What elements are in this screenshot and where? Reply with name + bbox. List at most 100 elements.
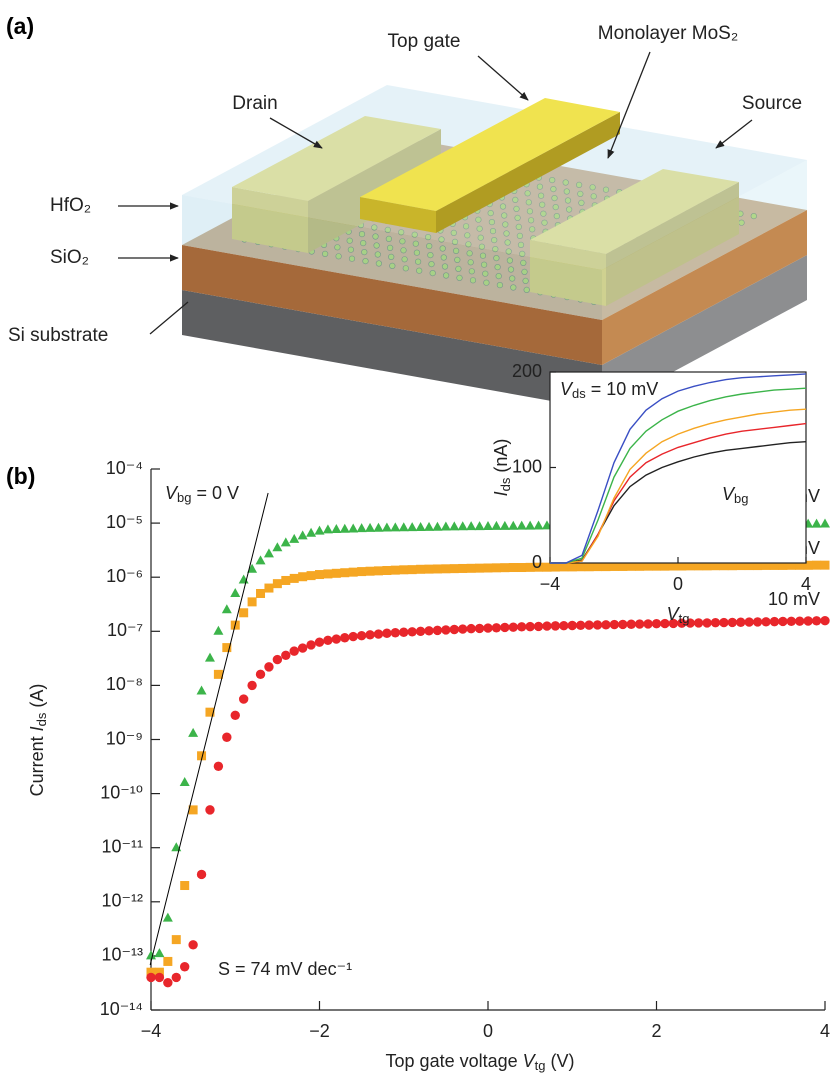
data-point <box>399 522 409 531</box>
data-point <box>373 523 383 532</box>
plot-frame <box>550 372 806 563</box>
data-point <box>416 565 425 574</box>
data-point <box>281 576 290 585</box>
data-point <box>466 521 476 530</box>
data-point <box>475 624 484 633</box>
data-point <box>298 572 307 581</box>
data-point <box>391 566 400 575</box>
data-point <box>248 597 257 606</box>
data-point <box>542 563 551 572</box>
arrow <box>478 56 528 100</box>
data-point <box>492 623 501 632</box>
y-tick-label: 10⁻¹⁴ <box>100 999 143 1019</box>
device-label: Source <box>742 93 802 114</box>
data-point <box>458 521 468 530</box>
data-point <box>643 619 652 628</box>
data-point <box>458 624 467 633</box>
y-tick-label: 10⁻¹² <box>101 891 143 911</box>
data-point <box>230 588 240 597</box>
data-point <box>197 685 207 694</box>
data-point <box>652 619 661 628</box>
data-point <box>601 620 610 629</box>
data-point <box>180 881 189 890</box>
data-point <box>618 620 627 629</box>
y-tick-label: 10⁻¹⁰ <box>100 782 143 802</box>
data-point <box>273 655 282 664</box>
data-point <box>525 521 535 530</box>
data-point <box>585 562 594 571</box>
data-point <box>180 962 189 971</box>
y-axis-label: Ids (nA) <box>491 439 514 497</box>
data-point <box>272 542 282 551</box>
panel-label: (a) <box>6 13 34 39</box>
y-tick-label: 10⁻¹¹ <box>101 836 143 856</box>
x-tick-label: 2 <box>651 1021 661 1041</box>
data-point <box>256 589 265 598</box>
y-tick-label: 10⁻⁷ <box>107 620 143 640</box>
data-point <box>441 564 450 573</box>
data-point <box>323 524 333 533</box>
data-point <box>508 521 518 530</box>
data-point <box>484 563 493 572</box>
data-point <box>239 694 248 703</box>
x-axis-label: Vtg <box>667 604 690 627</box>
data-point <box>340 524 350 533</box>
data-point <box>787 617 796 626</box>
data-point <box>273 579 282 588</box>
data-point <box>458 564 467 573</box>
data-point <box>576 562 585 571</box>
data-point <box>340 568 349 577</box>
data-point <box>559 621 568 630</box>
data-point <box>315 570 324 579</box>
data-point <box>424 522 434 531</box>
data-point <box>146 950 156 959</box>
y-axis-label: Current Ids (A) <box>27 684 50 797</box>
data-point <box>365 630 374 639</box>
data-point <box>475 521 485 530</box>
data-point <box>307 571 316 580</box>
y-tick-label: 10⁻⁹ <box>106 728 143 748</box>
data-point <box>525 622 534 631</box>
data-point <box>298 530 308 539</box>
data-point <box>517 563 526 572</box>
data-point <box>635 619 644 628</box>
data-point <box>205 805 214 814</box>
data-point <box>559 562 568 571</box>
data-point <box>408 565 417 574</box>
data-point <box>534 622 543 631</box>
data-point <box>382 523 392 532</box>
text-part: ds <box>34 712 49 726</box>
arrow <box>716 120 752 148</box>
device-label: Si substrate <box>8 325 108 346</box>
text-part: tg <box>679 611 690 626</box>
data-point <box>146 973 155 982</box>
data-point <box>509 623 518 632</box>
data-point <box>517 521 527 530</box>
data-point <box>820 616 829 625</box>
data-point <box>264 548 274 557</box>
data-point <box>306 528 316 537</box>
data-point <box>264 584 273 593</box>
data-point <box>610 620 619 629</box>
x-tick-label: −2 <box>309 1021 330 1041</box>
data-point <box>441 625 450 634</box>
data-point <box>821 561 830 570</box>
data-point <box>332 569 341 578</box>
data-point <box>500 623 509 632</box>
y-tick-label: 200 <box>512 361 542 381</box>
data-point <box>694 618 703 627</box>
data-point <box>172 935 181 944</box>
data-point <box>331 524 341 533</box>
data-point <box>467 564 476 573</box>
data-point <box>450 625 459 634</box>
data-point <box>407 522 417 531</box>
data-point <box>517 622 526 631</box>
data-point <box>366 567 375 576</box>
data-point <box>542 621 551 630</box>
data-point <box>593 620 602 629</box>
data-point <box>433 626 442 635</box>
text-part: (nA) <box>491 439 511 478</box>
text-part: = 10 mV <box>586 379 659 399</box>
text-part: Top gate voltage <box>386 1051 523 1071</box>
device-label: SiO₂ <box>50 247 89 268</box>
